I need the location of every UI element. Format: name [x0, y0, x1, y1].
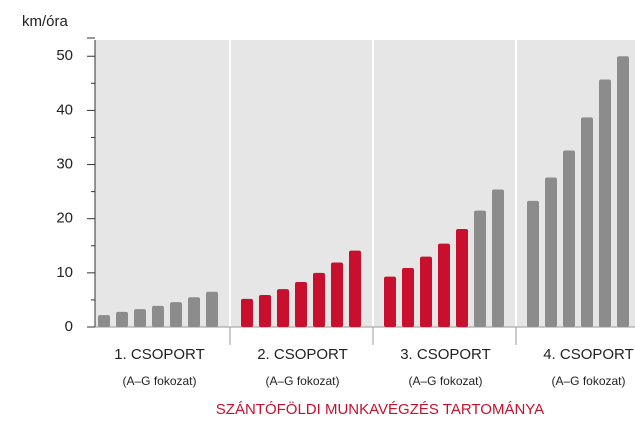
bar: [134, 309, 146, 327]
bar: [259, 295, 271, 327]
bar: [116, 311, 128, 327]
bar: [349, 250, 361, 327]
y-tick-label: 10: [56, 264, 73, 281]
y-tick-label: 50: [56, 47, 73, 64]
y-tick-label: 20: [56, 210, 73, 227]
bar: [456, 228, 468, 327]
bar: [599, 79, 611, 328]
group-sublabel: (A–G fokozat): [122, 374, 196, 388]
bar: [277, 289, 289, 327]
bar: [563, 150, 575, 327]
bar: [170, 302, 182, 327]
bar: [492, 189, 504, 327]
bar: [617, 56, 629, 328]
group-label: 2. CSOPORT: [257, 346, 348, 363]
group-sublabel: (A–G fokozat): [408, 374, 482, 388]
bar: [527, 200, 539, 327]
bar: [152, 305, 164, 327]
group-label: 3. CSOPORT: [400, 346, 491, 363]
bar: [402, 267, 414, 327]
bar: [581, 117, 593, 327]
bar: [313, 272, 325, 327]
bar: [438, 243, 450, 327]
bar: [384, 276, 396, 327]
bar: [295, 282, 307, 327]
x-axis-title: SZÁNTÓFÖLDI MUNKAVÉGZÉS TARTOMÁNYA: [216, 400, 544, 418]
y-tick-label: 40: [56, 101, 73, 118]
y-axis-label: km/óra: [22, 13, 69, 30]
bar: [206, 291, 218, 327]
group-label: 1. CSOPORT: [114, 346, 205, 363]
bar: [98, 315, 110, 327]
group-label: 4. CSOPORT: [543, 346, 634, 363]
bar: [474, 210, 486, 327]
y-tick-label: 0: [65, 318, 73, 335]
bar: [188, 297, 200, 327]
bar: [331, 262, 343, 327]
bar: [241, 298, 253, 327]
group-sublabel: (A–G fokozat): [265, 374, 339, 388]
group-sublabel: (A–G fokozat): [551, 374, 625, 388]
y-tick-label: 30: [56, 156, 73, 173]
bar: [420, 256, 432, 327]
bar: [545, 177, 557, 327]
